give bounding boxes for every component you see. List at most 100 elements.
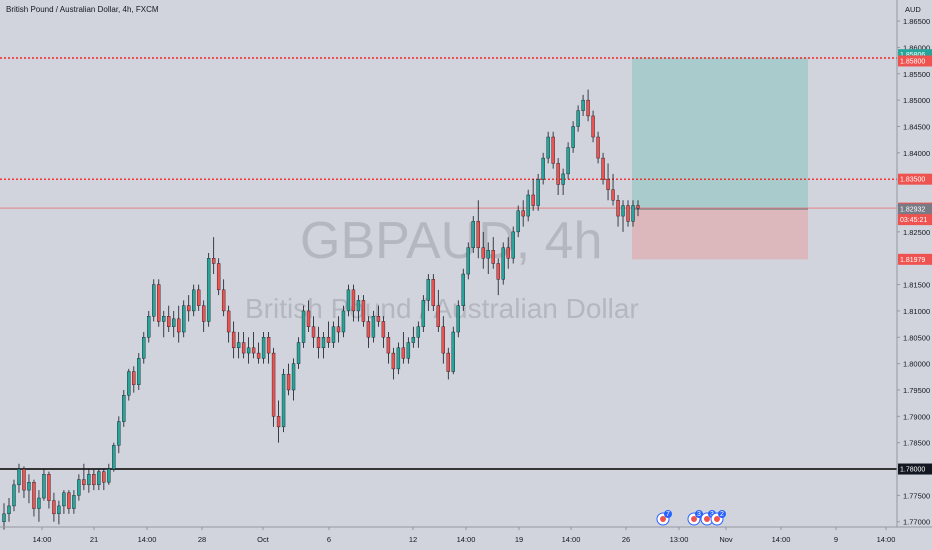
price-tag-bg bbox=[898, 49, 932, 61]
position-zones[interactable] bbox=[632, 57, 808, 260]
candle bbox=[42, 469, 46, 501]
price-tag-bg bbox=[898, 55, 932, 67]
candle-body bbox=[551, 136, 555, 164]
candle bbox=[216, 258, 221, 296]
candle bbox=[371, 310, 376, 343]
candle bbox=[361, 295, 366, 327]
candle bbox=[496, 258, 500, 296]
candle-body bbox=[62, 492, 66, 507]
candle bbox=[566, 142, 570, 180]
x-tick-label: 14:00 bbox=[457, 535, 476, 544]
candle-body bbox=[12, 484, 16, 507]
candle-body bbox=[566, 147, 570, 175]
y-tick-label: 1.77000 bbox=[903, 518, 930, 527]
price-axis[interactable]: AUD 1.77000 1.77500 1.78500 1.79000 1.79500 1.… bbox=[896, 0, 930, 527]
candle-body bbox=[17, 468, 21, 486]
candle-body bbox=[351, 289, 356, 312]
candle-body bbox=[511, 231, 515, 259]
event-flag-icon bbox=[704, 516, 710, 522]
candle-body bbox=[591, 115, 595, 138]
candle-body bbox=[536, 178, 540, 206]
candle bbox=[47, 471, 51, 509]
candle bbox=[576, 105, 580, 132]
candle bbox=[476, 200, 480, 259]
event-flag-icon bbox=[660, 516, 666, 522]
candle bbox=[177, 305, 181, 343]
x-tick-label: 9 bbox=[834, 535, 838, 544]
price-tag-bg bbox=[898, 463, 932, 475]
candle-body bbox=[611, 189, 615, 201]
candle bbox=[107, 463, 111, 485]
y-tick-label: 1.79500 bbox=[903, 386, 930, 395]
x-tick-label: 14:00 bbox=[877, 535, 896, 544]
event-count-badge bbox=[664, 510, 672, 518]
horizontal-levels[interactable] bbox=[0, 57, 897, 470]
candle bbox=[431, 274, 436, 311]
candle bbox=[37, 490, 41, 522]
candle-body bbox=[102, 471, 106, 483]
candle-body bbox=[221, 289, 226, 312]
x-tick-label: 13:00 bbox=[670, 535, 689, 544]
candle bbox=[406, 337, 411, 364]
candle-body bbox=[311, 326, 316, 338]
time-axis[interactable]: 14:00 21 14:00 28 Oct 6 12 14:00 19 14:00 26 13:00 N… bbox=[0, 526, 932, 544]
event-flag-icon bbox=[714, 516, 720, 522]
candle-body bbox=[112, 445, 116, 470]
candle bbox=[261, 332, 266, 364]
candle-body bbox=[226, 310, 231, 333]
target-zone bbox=[632, 57, 808, 210]
candle bbox=[336, 316, 341, 343]
candle-body bbox=[127, 371, 131, 396]
candle bbox=[22, 466, 26, 499]
candle bbox=[67, 490, 71, 514]
candle bbox=[12, 479, 16, 512]
candle-body bbox=[82, 479, 86, 486]
candle-body bbox=[77, 479, 81, 496]
candle bbox=[526, 189, 530, 222]
candle bbox=[127, 368, 131, 401]
candle-body bbox=[97, 471, 101, 486]
y-tick-label: 1.84000 bbox=[903, 149, 930, 158]
y-tick-label: 1.78500 bbox=[903, 439, 930, 448]
candle bbox=[112, 442, 116, 472]
candle bbox=[466, 242, 470, 280]
candle bbox=[132, 366, 136, 393]
candle-body bbox=[286, 373, 291, 391]
candle-body bbox=[501, 247, 505, 280]
candle bbox=[162, 310, 166, 338]
candle-body bbox=[92, 474, 96, 486]
y-tick-label: 1.80000 bbox=[903, 360, 930, 369]
candle-body bbox=[616, 200, 620, 217]
price-tag-label: 1.85800 bbox=[900, 58, 925, 65]
x-tick-label: 14:00 bbox=[138, 535, 157, 544]
price-tag-label: 1.81979 bbox=[900, 257, 925, 264]
stop-zone bbox=[632, 209, 808, 260]
candle bbox=[366, 316, 371, 348]
candle bbox=[551, 131, 555, 169]
x-tick-label: Nov bbox=[719, 535, 733, 544]
candle bbox=[596, 131, 600, 164]
candle-body bbox=[276, 416, 281, 428]
candle-body bbox=[436, 305, 441, 327]
candle bbox=[196, 284, 201, 311]
candle-body bbox=[466, 247, 470, 275]
candle bbox=[231, 321, 236, 359]
y-tick-label: 1.86000 bbox=[903, 43, 930, 52]
candle bbox=[616, 194, 620, 227]
candle bbox=[201, 300, 206, 333]
candle bbox=[631, 200, 635, 227]
candle bbox=[636, 200, 640, 217]
candle-body bbox=[531, 194, 535, 206]
candle bbox=[446, 347, 450, 380]
candle-body bbox=[421, 300, 426, 327]
candle-body bbox=[426, 279, 431, 301]
candle bbox=[521, 200, 525, 227]
candle bbox=[531, 179, 535, 211]
candle-body bbox=[187, 305, 191, 312]
candle bbox=[481, 231, 485, 269]
candle bbox=[386, 332, 391, 364]
candle bbox=[416, 321, 421, 348]
